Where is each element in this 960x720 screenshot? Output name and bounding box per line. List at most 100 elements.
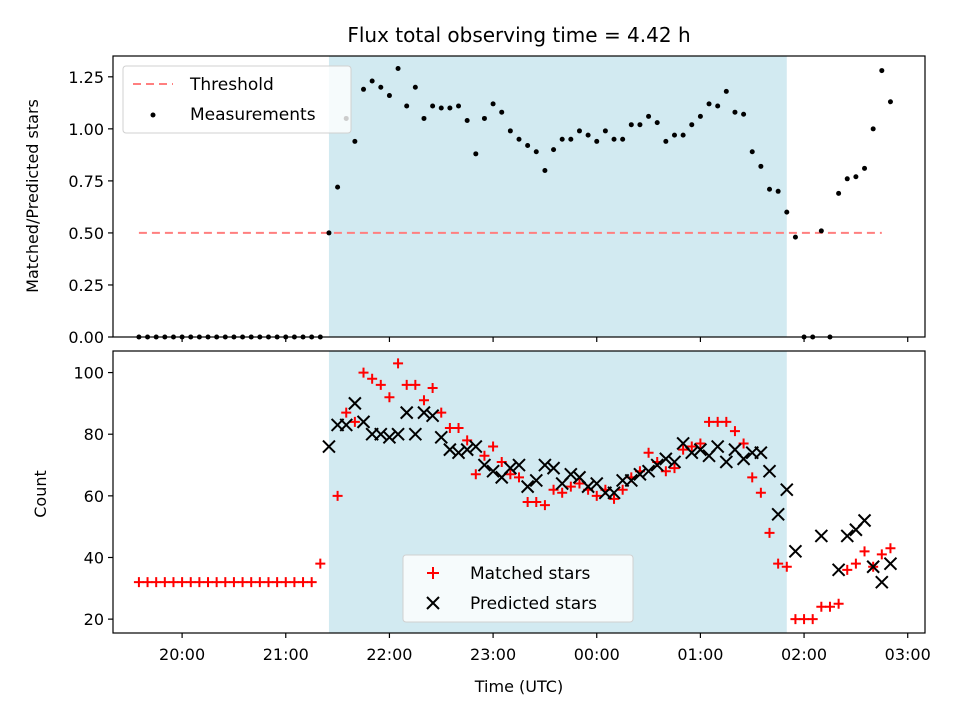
matched-star-point: [669, 463, 680, 474]
x-tick-label: 21:00: [263, 645, 309, 664]
matched-star-point: [876, 549, 887, 560]
predicted-star-point: [399, 405, 414, 420]
x-tick-label: 00:00: [574, 645, 620, 664]
measurement-point: [559, 136, 565, 142]
matched-star-point: [289, 577, 300, 588]
measurement-point: [862, 165, 868, 171]
measurement-point: [395, 65, 401, 71]
predicted-star-point: [866, 560, 880, 574]
matched-star-point: [479, 450, 490, 461]
matched-star-point: [859, 546, 870, 557]
measurement-point: [749, 149, 755, 155]
matched-star-point: [185, 577, 196, 588]
predicted-star-point: [451, 445, 466, 460]
measurement-point: [758, 163, 764, 169]
matched-star-point: [591, 490, 602, 501]
predicted-star-point: [840, 529, 854, 543]
count-axes: 20 40 60 80 100 20:00 21:00 22:00 23:00 00:00 01:0…: [73, 350, 931, 664]
matched-star-point: [367, 373, 378, 384]
measurement-point: [706, 101, 712, 107]
measurement-point: [637, 122, 643, 128]
measurement-point: [447, 105, 453, 111]
measurement-point: [542, 167, 548, 173]
x-tick-label: 02:00: [781, 645, 827, 664]
measurement-point: [818, 228, 824, 234]
matched-star-point: [565, 481, 576, 492]
measurement-point: [844, 176, 850, 182]
predicted-star-point: [607, 486, 621, 500]
matched-star-point: [531, 497, 542, 508]
measurement-point: [671, 132, 677, 138]
ratio-legend: Threshold Measurements: [122, 65, 352, 134]
y-tick-label: 1.25: [68, 68, 104, 87]
matched-star-point: [678, 444, 689, 455]
predicted-star-point: [374, 427, 388, 441]
matched-star-point: [704, 416, 715, 427]
matched-star-point: [850, 558, 861, 569]
predicted-star-point: [460, 442, 474, 457]
matched-star-point: [712, 416, 723, 427]
measurement-point: [507, 128, 513, 134]
ratio-panel: 0.00 0.25 0.50 0.75 1.00 1.25 Matched/Predict…: [23, 55, 926, 347]
predicted-star-point: [520, 479, 535, 494]
matched-star-point: [254, 577, 265, 588]
matched-star-point: [332, 490, 343, 501]
matched-star-point: [824, 601, 835, 612]
matched-star-point: [617, 484, 628, 495]
ratio-axes: 0.00 0.25 0.50 0.75 1.00 1.25: [68, 55, 926, 347]
matched-star-point: [816, 601, 827, 612]
predicted-star-point: [771, 507, 785, 522]
ratio-y-axis-label: Matched/Predicted stars: [23, 99, 42, 293]
matched-star-point: [203, 577, 214, 588]
predicted-star-point: [425, 409, 440, 423]
y-tick-label: 60: [84, 487, 104, 506]
measurement-point: [438, 105, 444, 111]
measurement-point: [421, 115, 427, 121]
count-marks: [133, 358, 898, 625]
matched-star-point: [807, 614, 818, 625]
y-tick-label: 20: [84, 610, 104, 629]
count-panel: 20 40 60 80 100 20:00 21:00 22:00 23:00 00:00 01:0…: [31, 350, 931, 696]
predicted-star-point: [417, 405, 431, 420]
matched-star-point: [557, 487, 568, 498]
predicted-star-point: [710, 439, 725, 454]
predicted-star-point: [356, 415, 371, 429]
ratio-legend-box: [122, 65, 352, 134]
predicted-star-point: [883, 556, 898, 571]
measurement-point: [741, 111, 747, 117]
predicted-star-point: [875, 575, 889, 589]
legend-label-measurements: Measurements: [190, 105, 316, 125]
measurements-legend-swatch: [150, 112, 156, 118]
matched-star-point: [574, 478, 585, 489]
matched-star-point: [315, 558, 326, 569]
measurement-point: [464, 118, 470, 124]
predicted-star-point: [624, 473, 639, 488]
measurement-point: [594, 138, 600, 144]
measurement-point: [853, 174, 859, 180]
matched-star-point: [194, 577, 205, 588]
predicted-star-point: [667, 455, 682, 469]
legend-label-predicted: Predicted stars: [470, 594, 597, 614]
measurement-point: [689, 122, 695, 128]
predicted-star-point: [754, 445, 768, 460]
measurement-point: [784, 209, 790, 215]
matched-star-point: [220, 577, 231, 588]
matched-star-point: [384, 392, 395, 403]
matched-star-point: [159, 577, 170, 588]
matched-star-point: [721, 416, 732, 427]
measurement-point: [369, 78, 375, 84]
measurement-point: [611, 136, 617, 142]
predicted-star-point: [477, 458, 492, 472]
matched-star-point: [401, 379, 412, 390]
matched-star-point: [885, 543, 896, 554]
y-tick-label: 40: [84, 548, 104, 567]
matched-star-point: [643, 447, 654, 458]
y-tick-label: 0.75: [68, 172, 104, 191]
predicted-star-point: [693, 442, 708, 457]
matched-star-point: [833, 598, 844, 609]
predicted-star-point: [719, 455, 734, 469]
predicted-star-point: [348, 396, 362, 411]
matched-star-point: [263, 577, 274, 588]
predicted-star-point: [814, 529, 829, 543]
predicted-star-point: [780, 482, 794, 497]
